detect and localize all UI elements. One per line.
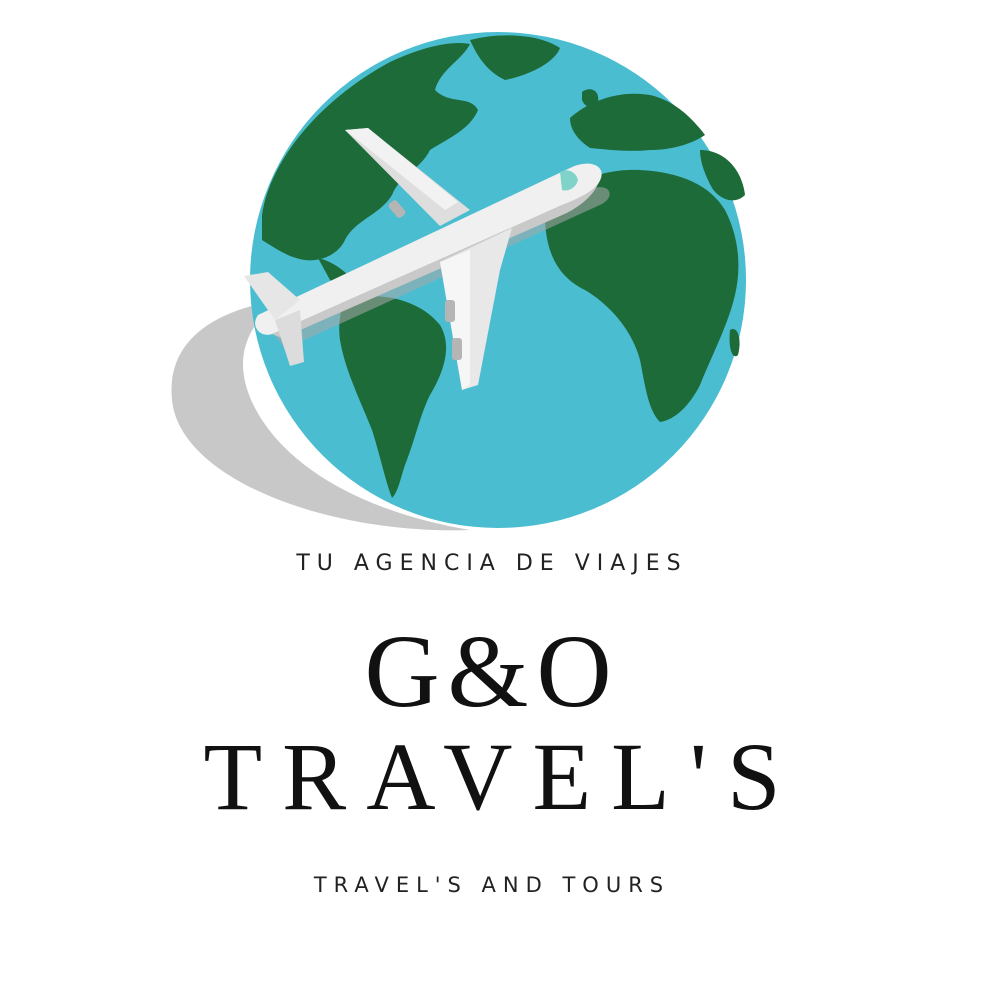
airplane-icon — [244, 128, 602, 390]
brand-name-line-1: G&O — [364, 614, 620, 729]
tagline: TU AGENCIA DE VIAJES — [296, 551, 688, 576]
brand-name-line-2: TRAVEL'S — [203, 723, 801, 830]
globe-with-airplane-icon — [171, 32, 746, 531]
flight-swoosh — [171, 300, 470, 531]
subtitle: TRAVEL'S AND TOURS — [313, 873, 671, 897]
